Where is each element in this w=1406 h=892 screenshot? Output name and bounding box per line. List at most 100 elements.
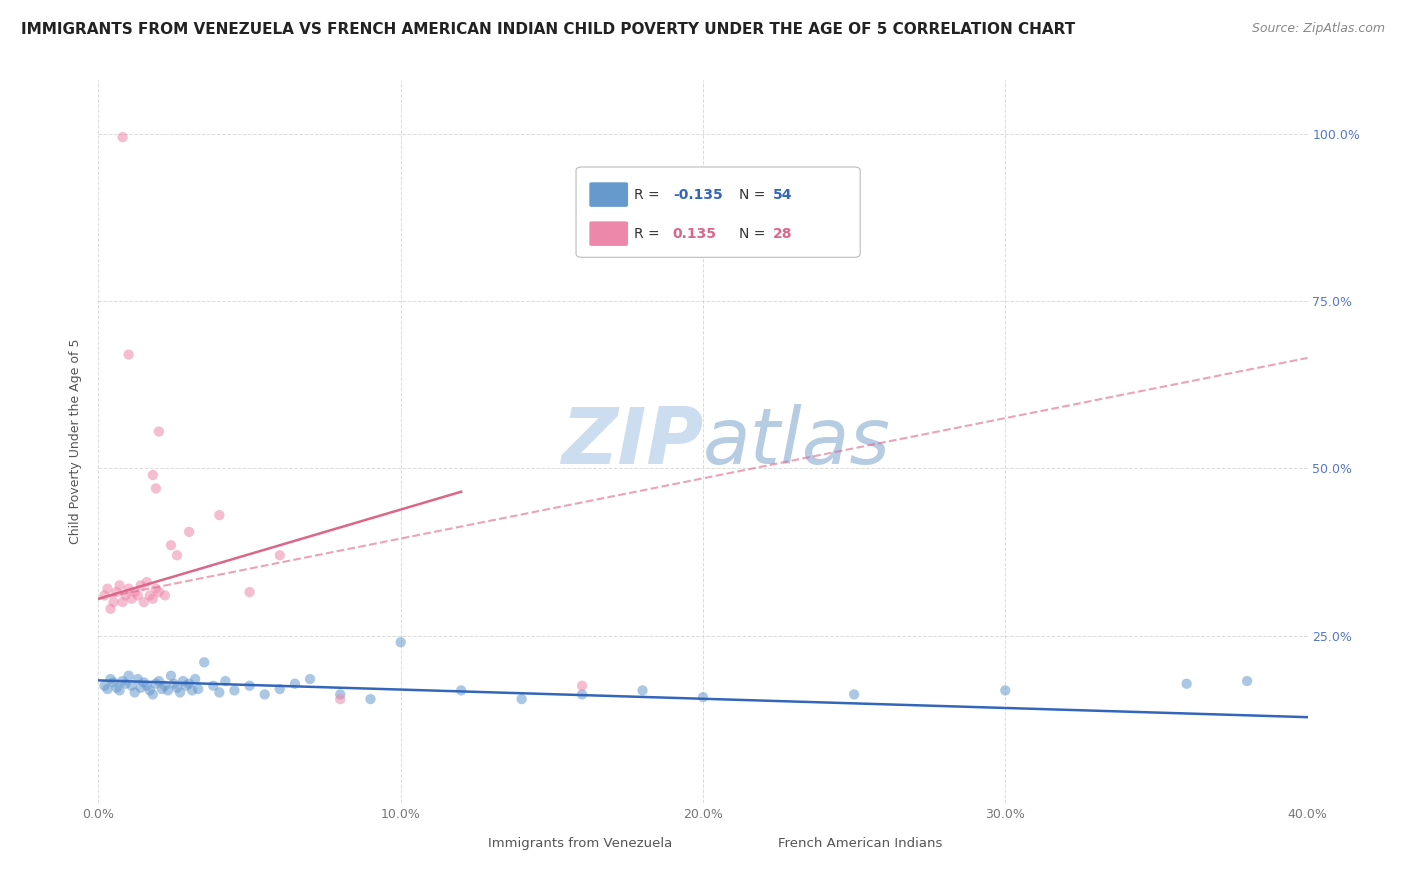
Point [132, 675, 155, 690]
Point [1236, 674, 1258, 689]
Point [299, 672, 322, 686]
Point [150, 681, 173, 696]
Point [132, 595, 155, 609]
Point [208, 685, 231, 699]
Point [202, 679, 225, 693]
Text: N =: N = [740, 187, 770, 202]
Point [329, 692, 352, 706]
Point [96, 582, 118, 596]
Point [118, 669, 141, 683]
Point [692, 690, 714, 705]
Point [108, 683, 131, 698]
Point [105, 681, 128, 695]
Point [214, 674, 236, 689]
Point [163, 676, 186, 690]
FancyBboxPatch shape [589, 182, 628, 207]
Point [121, 591, 143, 606]
Point [187, 681, 209, 696]
Point [129, 578, 152, 592]
FancyBboxPatch shape [576, 167, 860, 257]
Point [93, 589, 115, 603]
FancyBboxPatch shape [589, 221, 628, 246]
Point [111, 595, 134, 609]
Point [129, 681, 152, 695]
Text: ZIP: ZIP [561, 403, 703, 480]
Text: R =: R = [634, 227, 664, 241]
Point [108, 578, 131, 592]
Point [1175, 676, 1198, 690]
Point [269, 681, 291, 696]
Point [148, 425, 170, 439]
Point [193, 655, 215, 669]
Point [127, 672, 149, 686]
Point [166, 681, 188, 695]
Point [224, 683, 246, 698]
Point [145, 582, 167, 596]
Point [844, 687, 866, 701]
Point [239, 585, 262, 599]
Point [184, 672, 207, 686]
Point [389, 635, 412, 649]
Y-axis label: Child Poverty Under the Age of 5: Child Poverty Under the Age of 5 [69, 339, 83, 544]
Point [360, 692, 382, 706]
Point [571, 687, 593, 701]
Point [114, 589, 136, 603]
Point [135, 679, 157, 693]
Point [450, 683, 472, 698]
Point [145, 482, 167, 496]
Point [118, 582, 141, 596]
Point [571, 679, 593, 693]
Point [105, 585, 128, 599]
Point [239, 679, 262, 693]
FancyBboxPatch shape [742, 834, 775, 855]
Point [142, 687, 165, 701]
Point [329, 687, 352, 701]
FancyBboxPatch shape [453, 834, 484, 855]
Point [994, 683, 1017, 698]
Point [127, 589, 149, 603]
Point [172, 674, 194, 689]
Point [208, 508, 231, 523]
Point [510, 692, 533, 706]
Text: N =: N = [740, 227, 770, 241]
Point [103, 595, 125, 609]
Point [142, 467, 165, 482]
Point [103, 675, 125, 690]
Point [631, 683, 654, 698]
Point [114, 676, 136, 690]
Point [118, 348, 141, 362]
Point [169, 685, 191, 699]
Point [121, 679, 143, 693]
Text: French American Indians: French American Indians [778, 838, 942, 850]
Point [179, 676, 201, 690]
Point [124, 585, 146, 599]
Point [142, 591, 165, 606]
Text: Source: ZipAtlas.com: Source: ZipAtlas.com [1251, 22, 1385, 36]
Point [269, 548, 291, 563]
Point [166, 548, 188, 563]
Point [139, 683, 162, 698]
Point [148, 585, 170, 599]
Text: atlas: atlas [703, 403, 891, 480]
Point [96, 681, 118, 696]
Point [100, 672, 122, 686]
Point [179, 524, 201, 539]
Point [181, 683, 204, 698]
Point [124, 685, 146, 699]
Point [253, 687, 276, 701]
Point [100, 602, 122, 616]
Point [153, 679, 176, 693]
Point [153, 589, 176, 603]
Point [111, 674, 134, 689]
Text: 54: 54 [773, 187, 793, 202]
Point [284, 676, 307, 690]
Text: Immigrants from Venezuela: Immigrants from Venezuela [488, 838, 672, 850]
Text: IMMIGRANTS FROM VENEZUELA VS FRENCH AMERICAN INDIAN CHILD POVERTY UNDER THE AGE : IMMIGRANTS FROM VENEZUELA VS FRENCH AMER… [21, 22, 1076, 37]
Text: 28: 28 [773, 227, 793, 241]
Point [160, 669, 183, 683]
Point [174, 679, 197, 693]
Point [145, 676, 167, 690]
Point [111, 130, 134, 145]
Text: -0.135: -0.135 [673, 187, 723, 202]
Point [139, 589, 162, 603]
